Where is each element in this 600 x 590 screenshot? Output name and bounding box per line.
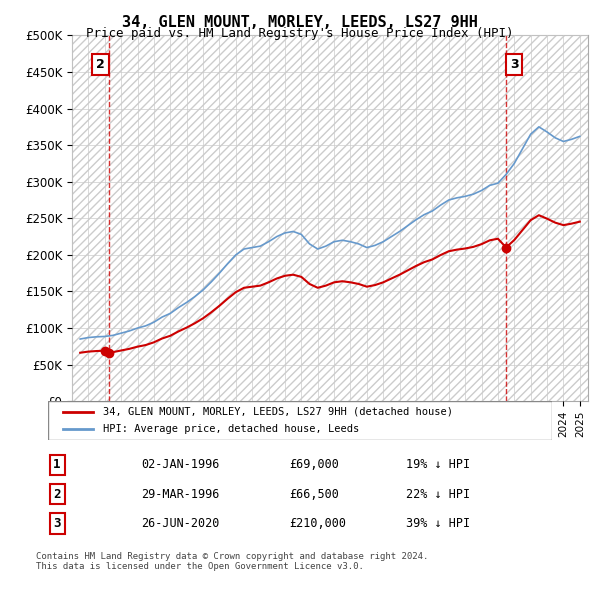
Text: £210,000: £210,000 — [289, 517, 346, 530]
Text: Contains HM Land Registry data © Crown copyright and database right 2024.
This d: Contains HM Land Registry data © Crown c… — [36, 552, 428, 571]
Text: 19% ↓ HPI: 19% ↓ HPI — [406, 458, 470, 471]
Text: HPI: Average price, detached house, Leeds: HPI: Average price, detached house, Leed… — [103, 424, 359, 434]
Text: £69,000: £69,000 — [289, 458, 340, 471]
Text: 26-JUN-2020: 26-JUN-2020 — [142, 517, 220, 530]
Text: 39% ↓ HPI: 39% ↓ HPI — [406, 517, 470, 530]
Text: 2: 2 — [53, 487, 61, 501]
Text: 02-JAN-1996: 02-JAN-1996 — [142, 458, 220, 471]
Text: £66,500: £66,500 — [289, 487, 340, 501]
Text: 34, GLEN MOUNT, MORLEY, LEEDS, LS27 9HH: 34, GLEN MOUNT, MORLEY, LEEDS, LS27 9HH — [122, 15, 478, 30]
Text: 1: 1 — [53, 458, 61, 471]
Text: 3: 3 — [53, 517, 61, 530]
Text: 22% ↓ HPI: 22% ↓ HPI — [406, 487, 470, 501]
Bar — [72, 35, 588, 401]
Text: 2: 2 — [96, 58, 105, 71]
FancyBboxPatch shape — [48, 401, 552, 440]
Text: 29-MAR-1996: 29-MAR-1996 — [142, 487, 220, 501]
Text: 3: 3 — [510, 58, 518, 71]
Text: 34, GLEN MOUNT, MORLEY, LEEDS, LS27 9HH (detached house): 34, GLEN MOUNT, MORLEY, LEEDS, LS27 9HH … — [103, 407, 454, 417]
Text: Price paid vs. HM Land Registry's House Price Index (HPI): Price paid vs. HM Land Registry's House … — [86, 27, 514, 40]
